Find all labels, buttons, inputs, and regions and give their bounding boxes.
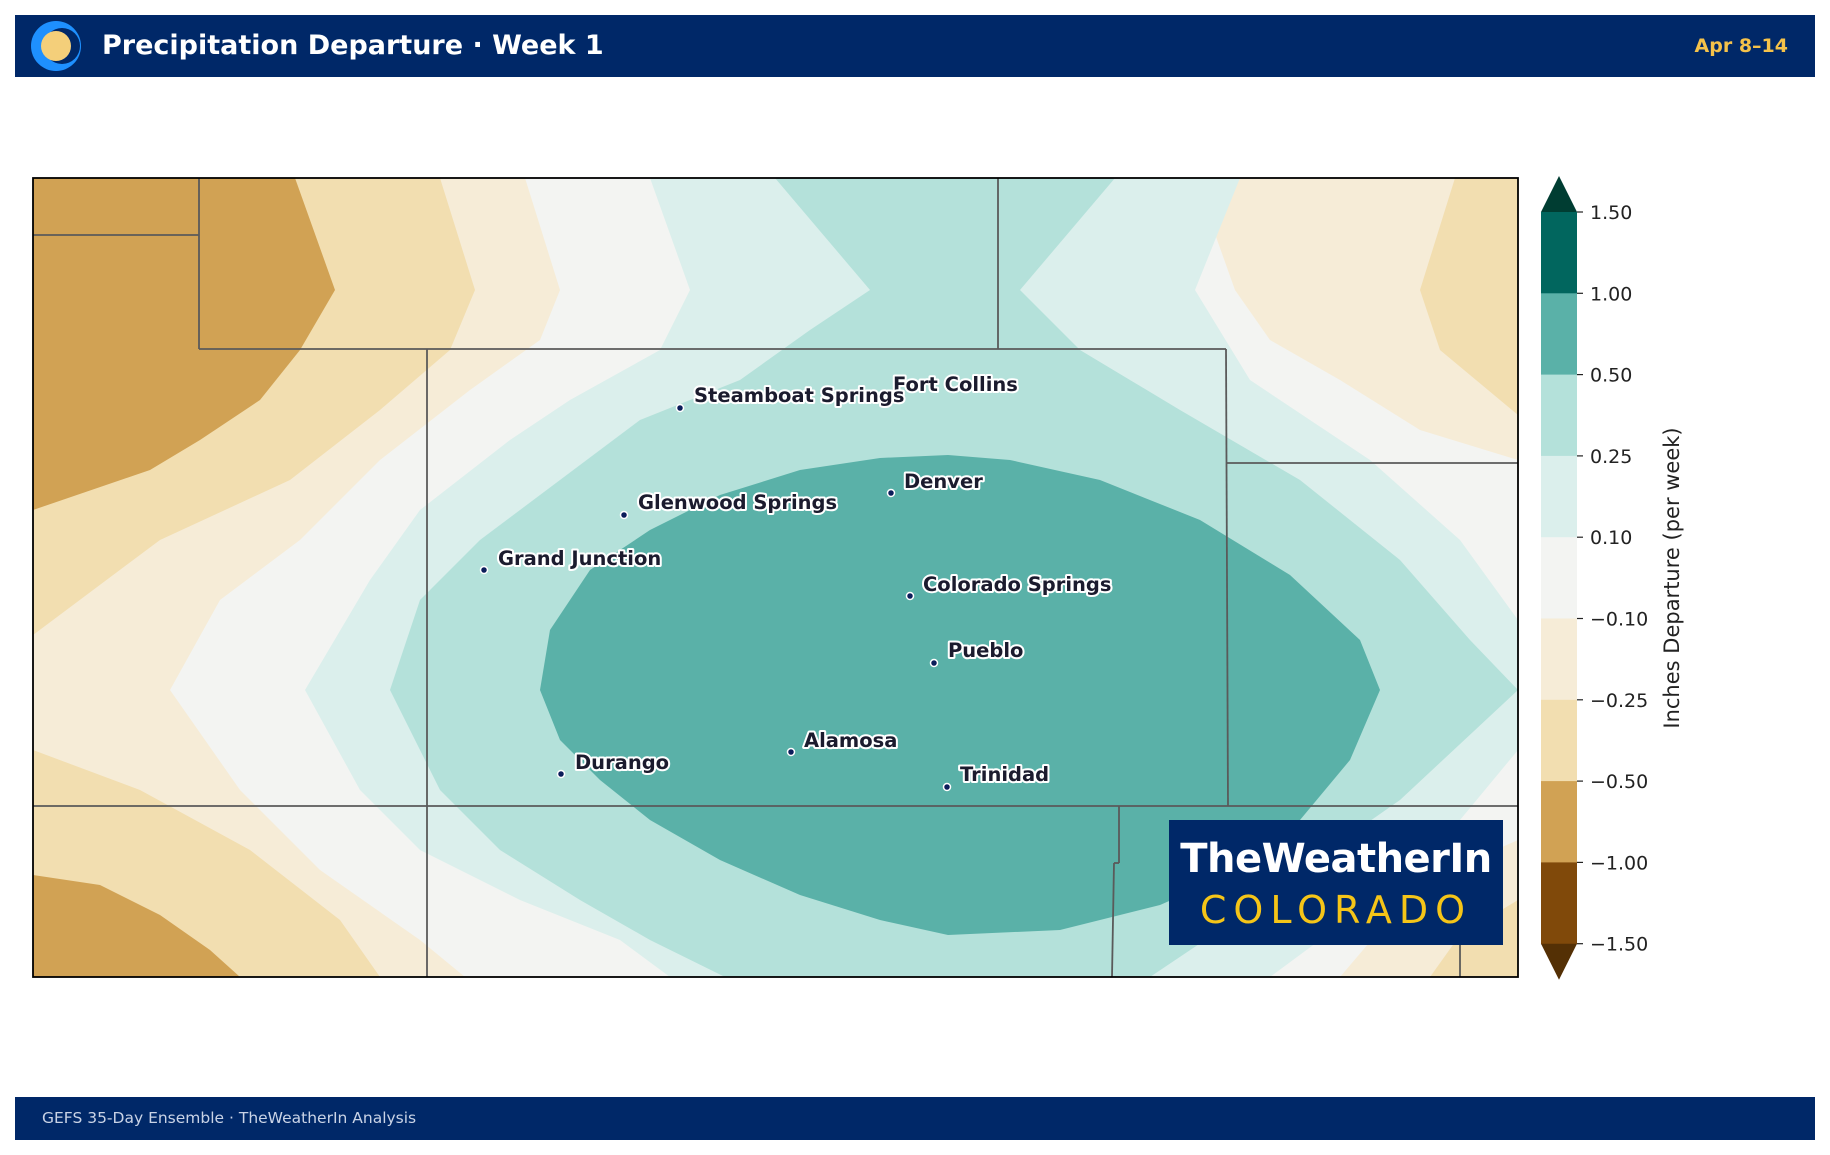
city-marker-glenwood-springs: Glenwood Springs	[619, 489, 839, 520]
brand-logo-line1: TheWeatherIn	[1180, 836, 1492, 882]
colorbar-bin	[1541, 781, 1577, 863]
page-title: Precipitation Departure · Week 1	[102, 30, 604, 61]
city-label: Pueblo	[948, 639, 1023, 662]
city-label: Denver	[904, 470, 983, 493]
city-label: Glenwood Springs	[638, 491, 837, 514]
city-marker-grand-junction: Grand Junction	[479, 545, 663, 575]
city-dot	[942, 782, 952, 792]
source-credit: GEFS 35-Day Ensemble · TheWeatherIn Anal…	[42, 1109, 417, 1127]
city-marker-pueblo: Pueblo	[929, 637, 1025, 668]
city-dot	[886, 488, 896, 498]
city-marker-alamosa: Alamosa	[786, 727, 899, 757]
contour-band-dry-moderate	[1420, 178, 1518, 415]
colorbar-tick-label: 1.50	[1590, 202, 1632, 224]
contour-band-wet-strong	[540, 455, 1380, 935]
city-label: Colorado Springs	[923, 573, 1111, 596]
date-range: Apr 8–14	[1694, 35, 1788, 57]
city-dot	[479, 565, 489, 575]
colorbar-bin	[1541, 862, 1577, 945]
city-dot	[556, 769, 566, 779]
colorbar-tick-label: −1.00	[1590, 852, 1648, 874]
city-marker-denver: Denver	[886, 468, 985, 498]
colorbar-tick-label: −0.50	[1590, 771, 1648, 793]
city-dot	[929, 658, 939, 668]
city-marker-colorado-springs: Colorado Springs	[905, 571, 1113, 601]
city-marker-steamboat-springs: Steamboat Springs	[675, 382, 906, 413]
colorbar-tick-label: 0.50	[1590, 365, 1632, 387]
city-label: Durango	[575, 751, 669, 774]
city-marker-durango: Durango	[556, 749, 671, 779]
colorbar-bin	[1541, 212, 1577, 294]
map-frame	[32, 177, 1519, 978]
contour-band-dry-strong	[33, 178, 335, 510]
colorbar-title: Inches Departure (per week)	[1660, 427, 1684, 728]
colorbar-bin	[1541, 537, 1577, 619]
brand-logo: TheWeatherIn COLORADO	[1169, 820, 1503, 945]
city-label: Grand Junction	[498, 547, 661, 570]
colorbar-bin	[1541, 374, 1577, 457]
colorbar-bin	[1541, 699, 1577, 782]
colorbar-bin	[1541, 293, 1577, 376]
colorbar-tick-label: 0.10	[1590, 527, 1632, 549]
brand-logo-line2: COLORADO	[1199, 888, 1473, 932]
city-label: Fort Collins	[893, 373, 1018, 396]
footer-bar: GEFS 35-Day Ensemble · TheWeatherIn Anal…	[15, 1097, 1815, 1140]
colorbar-tick-label: −1.50	[1590, 934, 1648, 956]
contour-band-dry-strong	[33, 875, 240, 977]
colorbar-tick-label: −0.10	[1590, 609, 1648, 631]
header-bar: Precipitation Departure · Week 1 Apr 8–1…	[15, 15, 1815, 77]
city-dot	[675, 403, 685, 413]
city-dot	[905, 591, 915, 601]
sun-crescent-logo-icon	[31, 21, 81, 71]
city-label: Alamosa	[804, 729, 897, 752]
colorbar-extend-over	[1541, 176, 1577, 212]
colorbar-extend-under	[1541, 943, 1577, 980]
colorbar-legend: 1.50 1.00 0.50 0.25 0.10 −0.10 −0.25 −0.50 −1.00…	[1541, 176, 1648, 980]
city-label: Trinidad	[960, 763, 1049, 786]
colorbar-tick-label: 1.00	[1590, 283, 1632, 305]
city-marker-fort-collins: Fort Collins	[891, 371, 1020, 398]
colorbar-tick-label: 0.25	[1590, 446, 1632, 468]
city-dot	[786, 747, 796, 757]
colorbar-tick-label: −0.25	[1590, 690, 1648, 712]
city-markers: Fort Collins Steamboat Springs Denver Gl…	[479, 371, 1113, 792]
city-dot	[619, 510, 629, 520]
colorbar-bin	[1541, 618, 1577, 701]
city-marker-trinidad: Trinidad	[942, 761, 1051, 792]
colorbar-bin	[1541, 455, 1577, 538]
state-boundaries	[33, 178, 1518, 978]
city-label: Steamboat Springs	[694, 384, 904, 407]
